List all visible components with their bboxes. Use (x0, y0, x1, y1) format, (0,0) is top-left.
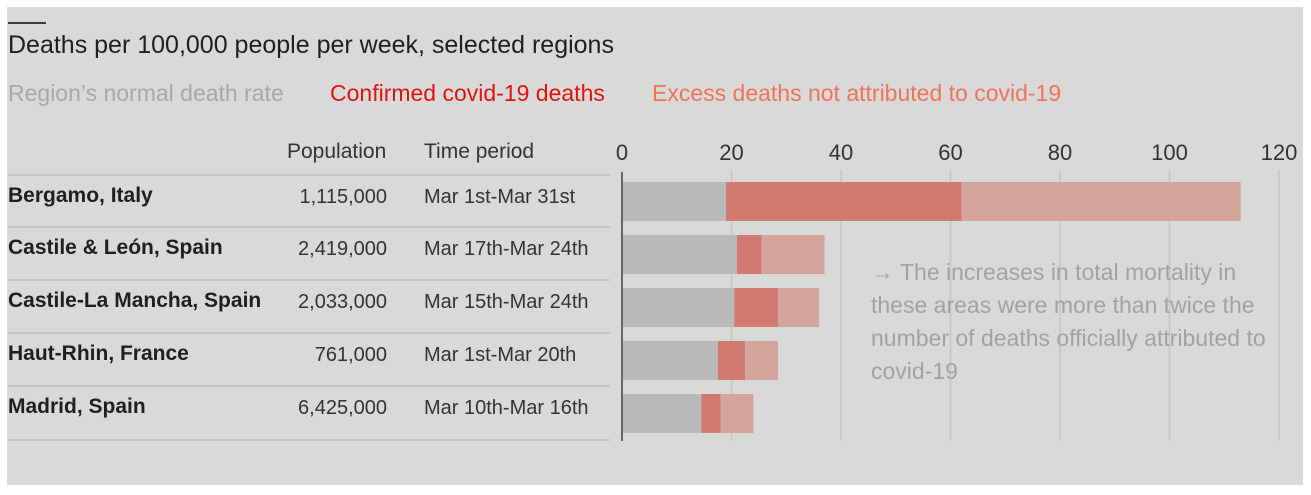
bar-segment (720, 394, 754, 433)
bar-segment (622, 235, 737, 274)
row-region-label: Castile & León, Spain (8, 236, 223, 259)
row-time-period: Mar 15th-Mar 24th (424, 291, 589, 313)
bar-segment (745, 341, 779, 380)
table-divider (8, 439, 610, 441)
bar-segment (701, 394, 721, 433)
bar-segment (622, 394, 702, 433)
row-region-label: Haut-Rhin, France (8, 342, 189, 365)
row-population: 2,419,000 (298, 238, 387, 260)
x-tick-label: 80 (1048, 140, 1072, 165)
row-population: 1,115,000 (299, 186, 388, 208)
bar-segment (734, 288, 779, 327)
bar-segment (761, 235, 825, 274)
row-time-period: Mar 1st-Mar 20th (424, 344, 577, 366)
x-tick-label: 20 (719, 140, 743, 165)
annotation-note: → The increases in total mortality in th… (871, 259, 1266, 384)
table-divider (8, 385, 610, 387)
x-tick-label: 60 (938, 140, 962, 165)
table-divider (8, 332, 610, 334)
column-header-population: Population (287, 140, 387, 163)
table-divider (8, 174, 610, 176)
x-tick-label: 40 (829, 140, 853, 165)
bar-segment (726, 182, 962, 221)
row-time-period: Mar 17th-Mar 24th (424, 238, 589, 260)
x-tick-label: 0 (616, 140, 628, 165)
table-divider (8, 226, 610, 228)
title-rule (8, 22, 46, 24)
bar-segment (622, 182, 727, 221)
bar-segment (961, 182, 1241, 221)
row-region-label: Bergamo, Italy (8, 184, 153, 207)
bar-segment (622, 341, 718, 380)
legend-normal-death-rate: Region’s normal death rate (8, 80, 284, 106)
table-divider (8, 279, 610, 281)
bar-segment (778, 288, 820, 327)
bar-segment (717, 341, 746, 380)
column-header-time-period: Time period (424, 140, 535, 163)
row-region-label: Madrid, Spain (8, 395, 146, 418)
legend-excess-deaths: Excess deaths not attributed to covid-19 (652, 80, 1062, 106)
row-population: 2,033,000 (298, 291, 387, 313)
row-region-label: Castile-La Mancha, Spain (8, 289, 262, 312)
legend-confirmed-covid-deaths: Confirmed covid-19 deaths (330, 80, 605, 106)
chart-title: Deaths per 100,000 people per week, sele… (8, 31, 614, 59)
row-population: 761,000 (314, 344, 387, 366)
bar-segment (622, 288, 735, 327)
x-tick-label: 100 (1151, 140, 1188, 165)
row-time-period: Mar 1st-Mar 31st (424, 186, 576, 208)
x-tick-label: 120 (1261, 140, 1298, 165)
row-time-period: Mar 10th-Mar 16th (424, 397, 589, 419)
bar-segment (736, 235, 762, 274)
row-population: 6,425,000 (298, 397, 387, 419)
